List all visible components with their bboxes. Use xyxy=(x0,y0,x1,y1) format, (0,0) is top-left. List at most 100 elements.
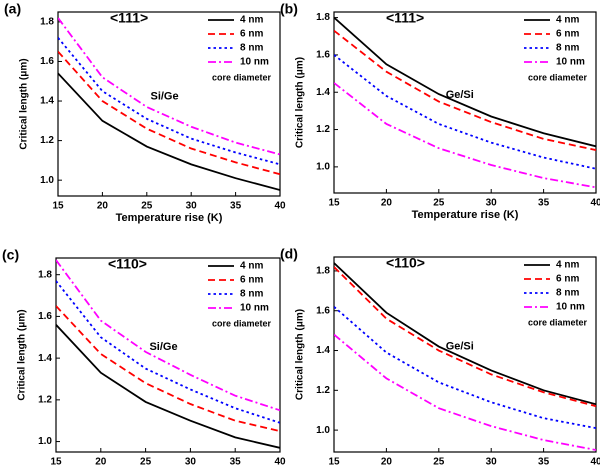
legend-label: 10 nm xyxy=(556,302,585,313)
x-tick-label: 35 xyxy=(538,457,550,468)
x-tick-label: 15 xyxy=(328,457,340,468)
panel-title: <111> xyxy=(386,10,424,26)
y-axis-label: Critical length (μm) xyxy=(19,58,30,149)
annotation: Ge/Si xyxy=(446,89,474,101)
series-line xyxy=(58,17,280,156)
x-tick-label: 20 xyxy=(97,201,109,212)
series-line xyxy=(56,324,280,449)
panel-label: (b) xyxy=(280,1,298,17)
legend-label: 4 nm xyxy=(240,261,263,272)
series-line xyxy=(334,266,596,408)
plot-frame xyxy=(333,256,597,453)
legend-label: 8 nm xyxy=(556,288,579,299)
y-tick-label: 1.4 xyxy=(38,353,52,364)
y-tick-label: 1.4 xyxy=(40,96,54,107)
x-tick-label: 35 xyxy=(230,457,242,468)
panel-label: (d) xyxy=(280,246,298,262)
y-tick-label: 1.0 xyxy=(316,162,330,173)
series-line xyxy=(334,333,596,451)
legend-label: 6 nm xyxy=(556,29,579,40)
series-line xyxy=(334,306,596,430)
series-line xyxy=(334,29,596,151)
legend-label: 4 nm xyxy=(556,15,579,26)
y-tick-label: 1.2 xyxy=(40,135,54,146)
x-tick-label: 20 xyxy=(381,198,393,209)
y-axis-label: Critical length (μm) xyxy=(295,309,306,400)
x-tick-label: 15 xyxy=(52,201,64,212)
x-tick-label: 40 xyxy=(590,198,600,209)
legend-label: 4 nm xyxy=(556,260,579,271)
y-tick-label: 1.8 xyxy=(40,17,54,28)
x-tick-label: 25 xyxy=(141,201,153,212)
y-tick-label: 1.0 xyxy=(316,425,330,436)
x-tick-label: 30 xyxy=(486,457,498,468)
x-tick-label: 25 xyxy=(140,457,152,468)
legend-label: 6 nm xyxy=(240,29,263,40)
y-tick-label: 1.0 xyxy=(38,436,52,447)
y-tick-label: 1.6 xyxy=(38,311,52,322)
x-axis-label: Temperature rise (K) xyxy=(115,468,222,469)
legend-label: 8 nm xyxy=(556,43,579,54)
panel-title: <110> xyxy=(386,255,425,271)
x-tick-label: 30 xyxy=(185,457,197,468)
legend-label: 4 nm xyxy=(240,15,263,26)
y-tick-label: 1.6 xyxy=(40,56,54,67)
legend-label: 6 nm xyxy=(240,275,263,286)
y-tick-label: 1.2 xyxy=(316,124,330,135)
x-tick-label: 20 xyxy=(381,457,393,468)
legend-note: core diameter xyxy=(528,72,588,82)
panel-label: (a) xyxy=(4,1,21,17)
x-axis-label: Temperature rise (K) xyxy=(116,212,223,224)
x-tick-label: 40 xyxy=(274,457,286,468)
legend-label: 10 nm xyxy=(240,57,269,68)
y-tick-label: 1.6 xyxy=(316,305,330,316)
annotation: Ge/Si xyxy=(446,341,474,353)
y-tick-label: 1.4 xyxy=(316,345,330,356)
legend-label: 6 nm xyxy=(556,274,579,285)
legend-note: core diameter xyxy=(212,72,272,82)
series-line xyxy=(56,259,280,412)
series-line xyxy=(334,262,596,406)
plot-frame xyxy=(55,257,281,453)
series-line xyxy=(334,16,596,148)
x-tick-label: 30 xyxy=(186,201,198,212)
x-axis-label: Temperature rise (K) xyxy=(412,209,519,221)
series-line xyxy=(56,305,280,433)
legend-label: 10 nm xyxy=(556,57,585,68)
series-line xyxy=(58,72,280,191)
series-line xyxy=(334,82,596,189)
plot-frame xyxy=(333,11,597,194)
y-tick-label: 1.4 xyxy=(316,87,330,98)
series-line xyxy=(56,280,280,424)
y-tick-label: 1.8 xyxy=(316,12,330,23)
y-tick-label: 1.2 xyxy=(316,385,330,396)
legend-note: core diameter xyxy=(212,318,272,328)
y-axis-label: Critical length (μm) xyxy=(295,57,306,148)
x-axis-label: Temperature rise (K) xyxy=(412,468,519,469)
x-tick-label: 30 xyxy=(486,198,498,209)
x-tick-label: 35 xyxy=(230,201,242,212)
series-line xyxy=(334,54,596,170)
x-tick-label: 20 xyxy=(95,457,107,468)
annotation: Si/Ge xyxy=(150,91,178,103)
legend-label: 10 nm xyxy=(240,303,269,314)
y-tick-label: 1.6 xyxy=(316,50,330,61)
x-tick-label: 25 xyxy=(433,198,445,209)
panel-label: (c) xyxy=(2,247,19,263)
y-tick-label: 1.2 xyxy=(38,394,52,405)
x-tick-label: 25 xyxy=(433,457,445,468)
y-tick-label: 1.8 xyxy=(38,269,52,280)
legend-label: 8 nm xyxy=(240,289,263,300)
y-tick-label: 1.8 xyxy=(316,266,330,277)
series-line xyxy=(58,50,280,176)
panel-title: <110> xyxy=(108,256,147,272)
x-tick-label: 15 xyxy=(328,198,340,209)
legend-label: 8 nm xyxy=(240,43,263,54)
plot-frame xyxy=(57,11,281,197)
x-tick-label: 15 xyxy=(50,457,62,468)
x-tick-label: 40 xyxy=(590,457,600,468)
x-tick-label: 35 xyxy=(538,198,550,209)
panel-title: <111> xyxy=(110,10,148,26)
x-tick-label: 40 xyxy=(274,201,286,212)
